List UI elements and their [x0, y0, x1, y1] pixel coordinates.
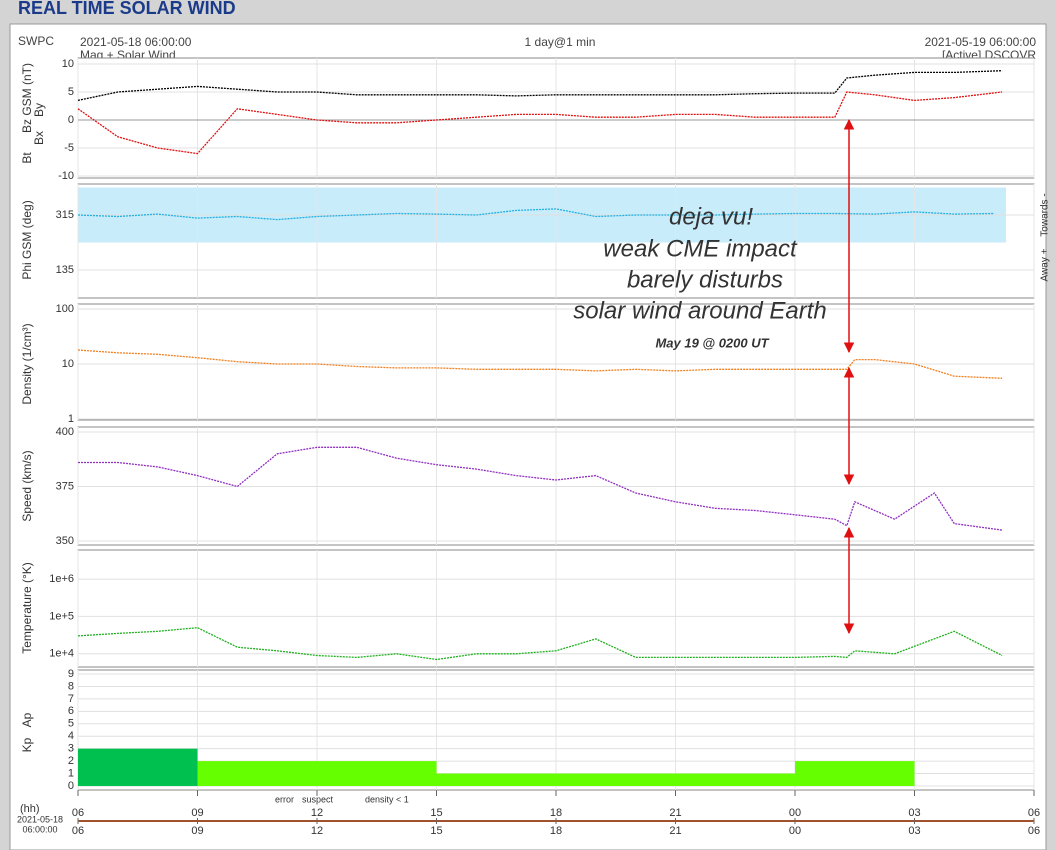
kp-bar	[556, 773, 676, 786]
y-tick-label: 135	[56, 264, 74, 276]
x-tick-label: 21	[669, 807, 681, 819]
banner: REAL TIME SOLAR WIND	[18, 0, 236, 18]
y-tick-label: 100	[56, 303, 74, 315]
y-axis-label: Speed (km/s)	[20, 450, 34, 521]
y-axis-label: Bt	[20, 152, 34, 164]
y-tick-label: 5	[68, 718, 74, 730]
y-tick-label: 6	[68, 705, 74, 717]
flag-legend: error	[275, 794, 294, 804]
kp-bar	[197, 761, 317, 786]
x-date: 2021-05-18	[17, 814, 63, 824]
series-line	[77, 349, 1003, 379]
x-tick-label: 09	[191, 825, 203, 837]
end-time: 2021-05-19 06:00:00	[925, 35, 1037, 49]
y-tick-label: 9	[68, 668, 74, 680]
y-axis-label: Bx	[32, 131, 46, 145]
y-tick-label: 1	[68, 413, 74, 425]
kp-bar	[78, 748, 198, 786]
banner-bar	[0, 0, 1056, 22]
series-line	[77, 208, 995, 221]
x-tick-label: 06	[72, 825, 84, 837]
flag-legend: density < 1	[365, 794, 409, 804]
y-tick-label: 3	[68, 743, 74, 755]
kp-bar	[436, 773, 556, 786]
x-tick-label: 06	[1028, 807, 1040, 819]
y-tick-label: 8	[68, 680, 74, 692]
x-tick-label: 03	[908, 825, 920, 837]
y-axis-label: Ap	[20, 712, 34, 727]
x-axis-label: (hh)	[20, 803, 40, 815]
kp-bar	[795, 761, 915, 786]
y-axis-label: Density (1/cm³)	[20, 323, 34, 404]
resolution: 1 day@1 min	[525, 35, 596, 49]
y-tick-label: -5	[64, 142, 74, 154]
source: SWPC	[18, 34, 54, 48]
kp-bar	[675, 773, 795, 786]
y-tick-label: 4	[68, 730, 74, 742]
y-tick-label: 2	[68, 755, 74, 767]
start-time: 2021-05-18 06:00:00	[80, 35, 192, 49]
x-tick-label: 00	[789, 807, 801, 819]
y-tick-label: 7	[68, 693, 74, 705]
y-tick-label: 1e+5	[49, 610, 74, 622]
y-tick-label: 0	[68, 780, 74, 792]
x-tick-label: 03	[908, 807, 920, 819]
series-line	[77, 627, 1003, 661]
y-tick-label: 1	[68, 767, 74, 779]
y-tick-label: 315	[56, 209, 74, 221]
x-tick-label: 09	[191, 807, 203, 819]
y-tick-label: -10	[58, 170, 74, 182]
annotation: barely disturbs	[627, 266, 783, 293]
y-axis-label: By	[32, 103, 46, 117]
y-tick-label: 1e+4	[49, 648, 74, 660]
series-line	[77, 70, 1003, 102]
x-time: 06:00:00	[22, 824, 57, 834]
x-tick-label: 21	[669, 825, 681, 837]
y-tick-label: 10	[62, 358, 74, 370]
right-label: Towards -	[1040, 193, 1051, 236]
x-tick-label: 15	[430, 807, 442, 819]
annotation: solar wind around Earth	[573, 297, 826, 324]
y-axis-label: Phi GSM (deg)	[20, 200, 34, 279]
y-tick-label: 350	[56, 535, 74, 547]
flag-legend: suspect	[302, 794, 334, 804]
x-tick-label: 06	[72, 807, 84, 819]
right-label: Away +	[1040, 248, 1051, 281]
x-tick-label: 12	[311, 807, 323, 819]
annotation: weak CME impact	[603, 235, 798, 262]
x-tick-label: 06	[1028, 825, 1040, 837]
series-line	[77, 91, 1003, 155]
annotation: May 19 @ 0200 UT	[655, 335, 769, 350]
y-tick-label: 10	[62, 58, 74, 70]
x-tick-label: 12	[311, 825, 323, 837]
x-tick-label: 15	[430, 825, 442, 837]
y-tick-label: 5	[68, 86, 74, 98]
annotation: deja vu!	[669, 203, 753, 230]
y-axis-label: Kp	[20, 737, 34, 752]
y-tick-label: 1e+6	[49, 573, 74, 585]
y-tick-label: 400	[56, 426, 74, 438]
x-tick-label: 18	[550, 807, 562, 819]
y-tick-label: 375	[56, 480, 74, 492]
y-axis-label: Temperature (°K)	[20, 562, 34, 654]
y-tick-label: 0	[68, 114, 74, 126]
x-tick-label: 18	[550, 825, 562, 837]
x-tick-label: 00	[789, 825, 801, 837]
kp-bar	[317, 761, 437, 786]
y-axis-label: Bz GSM (nT)	[20, 63, 34, 133]
